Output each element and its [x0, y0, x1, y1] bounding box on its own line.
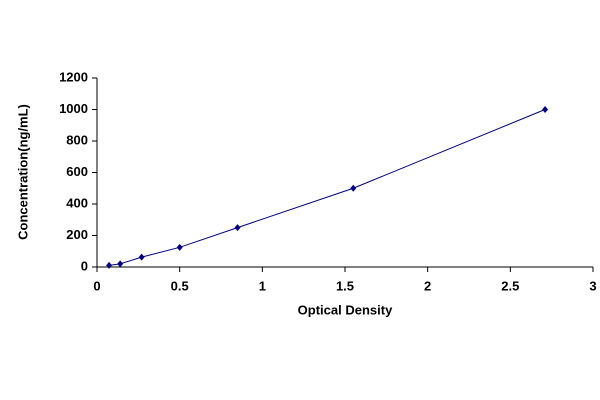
- x-tick-label: 0.5: [171, 278, 189, 293]
- x-tick-label: 2.5: [501, 278, 519, 293]
- data-point: [176, 243, 183, 251]
- y-tick-label: 800: [66, 132, 88, 147]
- y-tick-label: 600: [66, 164, 88, 179]
- x-tick-label: 1: [259, 278, 266, 293]
- y-tick-label: 0: [81, 258, 88, 273]
- x-tick-label: 2: [424, 278, 431, 293]
- data-point: [138, 253, 145, 261]
- x-axis-label: Optical Density: [298, 302, 393, 317]
- data-point: [234, 224, 241, 232]
- data-point: [350, 184, 357, 192]
- y-tick-label: 400: [66, 195, 88, 210]
- y-tick-label: 1200: [59, 69, 88, 84]
- y-tick-label: 200: [66, 227, 88, 242]
- data-point: [542, 106, 549, 113]
- fit-line: [108, 109, 546, 266]
- y-tick-label: 1000: [59, 101, 88, 116]
- data-point: [106, 261, 113, 269]
- data-point: [117, 260, 124, 268]
- y-axis-label: Concentration(ng/mL): [15, 104, 30, 240]
- x-tick-label: 0: [93, 278, 100, 293]
- x-tick-label: 1.5: [336, 278, 354, 293]
- x-tick-label: 3: [589, 278, 596, 293]
